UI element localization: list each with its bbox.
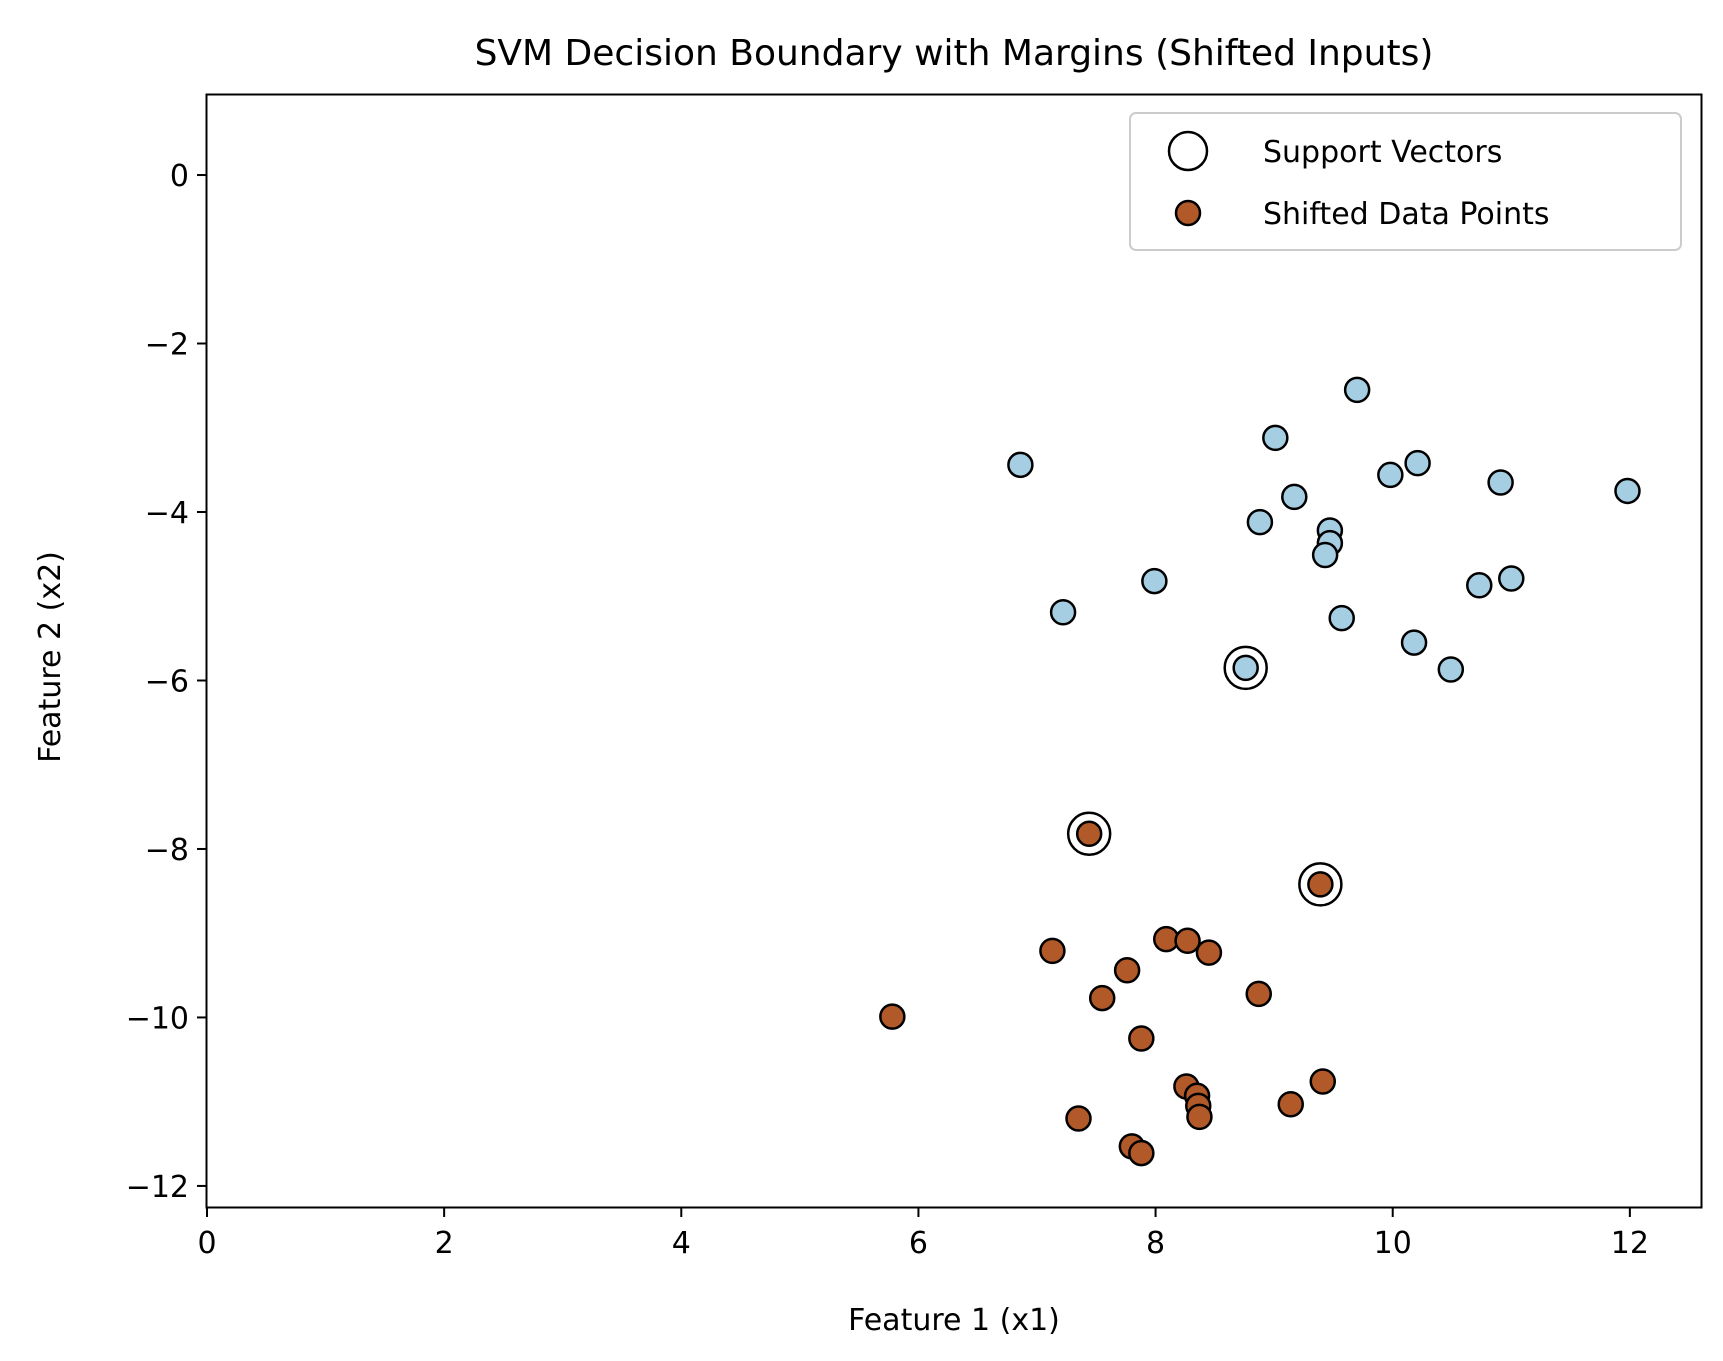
x-tick-label: 4 (672, 1226, 691, 1261)
data-point-light (1437, 656, 1465, 683)
y-tick-label: 0 (170, 159, 189, 194)
y-tick-label: −2 (145, 328, 189, 363)
support-vector-marker (1066, 811, 1112, 857)
x-axis-label: Feature 1 (x1) (848, 1303, 1060, 1338)
y-tick-label: −4 (145, 496, 189, 531)
x-tick-label: 2 (435, 1226, 454, 1261)
plot-area (879, 376, 1641, 1167)
data-point-light (1614, 477, 1641, 505)
x-tick-label: 12 (1611, 1226, 1649, 1261)
data-point-dark (1307, 871, 1334, 898)
data-point-light (1404, 449, 1431, 477)
chart-title: SVM Decision Boundary with Margins (Shif… (475, 33, 1434, 74)
y-tick-label: −12 (126, 1170, 189, 1205)
data-point-dark (1195, 939, 1223, 966)
data-point-dark (1065, 1105, 1092, 1132)
legend-data-point-icon (1174, 199, 1202, 227)
data-point-light (1328, 604, 1355, 632)
data-point-light (1262, 424, 1289, 452)
y-tick-label: −10 (126, 1001, 189, 1036)
data-point-light (1007, 451, 1034, 479)
data-point-light (1466, 572, 1493, 599)
legend-label: Support Vectors (1263, 135, 1502, 170)
data-point-dark (1174, 927, 1201, 955)
legend-label: Shifted Data Points (1263, 197, 1550, 232)
legend-box (1129, 112, 1682, 251)
support-vector-marker (1223, 645, 1268, 691)
data-point-light (1487, 469, 1514, 496)
y-tick-label: −8 (145, 833, 189, 868)
data-point-dark (1309, 1068, 1337, 1095)
data-point-dark (1186, 1103, 1213, 1131)
legend: Support Vectors Shifted Data Points (1129, 112, 1682, 251)
data-point-dark (1128, 1025, 1155, 1052)
x-tick-label: 0 (197, 1226, 216, 1261)
x-tick-label: 6 (909, 1226, 928, 1261)
data-point-light (1281, 483, 1308, 511)
data-point-light (1311, 541, 1339, 569)
x-tick-label: 8 (1146, 1226, 1165, 1261)
data-point-light (1343, 376, 1371, 404)
data-point-dark (1277, 1090, 1304, 1118)
y-axis-label: Feature 2 (x2) (33, 551, 68, 763)
data-point-dark (879, 1003, 906, 1030)
data-point-light (1400, 629, 1428, 656)
data-point-light (1377, 461, 1404, 489)
data-point-dark (1245, 980, 1272, 1008)
axis-ticks: 0 2 4 6 8 10 12 0 −2 −4 −6 −8 −10 −12 (126, 159, 1649, 1261)
data-point-dark (1128, 1139, 1155, 1167)
y-tick-label: −6 (145, 664, 189, 699)
data-point-dark (1113, 957, 1141, 984)
data-point-light (1049, 598, 1077, 626)
support-vector-marker (1298, 862, 1343, 907)
plot-frame (205, 93, 1703, 1209)
data-point-light (1498, 565, 1525, 592)
data-point-dark (1075, 820, 1103, 848)
legend-support-vector-icon (1167, 130, 1209, 172)
data-point-dark (1039, 937, 1066, 965)
data-point-light (1141, 567, 1168, 595)
data-point-light (1246, 508, 1274, 536)
data-point-dark (1088, 984, 1116, 1012)
data-point-light (1232, 654, 1259, 682)
x-tick-label: 10 (1374, 1226, 1412, 1261)
